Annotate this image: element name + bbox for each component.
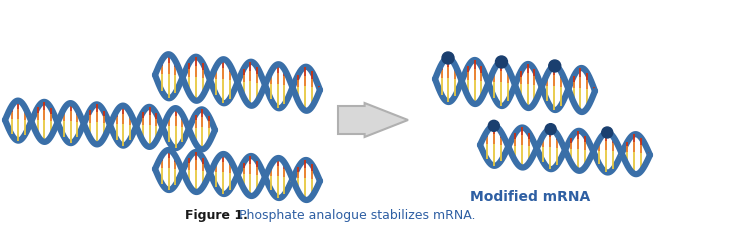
Text: Figure 1.: Figure 1. [185, 210, 248, 222]
Circle shape [495, 56, 508, 68]
Circle shape [545, 124, 556, 135]
Text: Phosphate analogue stabilizes mRNA.: Phosphate analogue stabilizes mRNA. [235, 210, 475, 222]
Circle shape [442, 52, 454, 64]
Polygon shape [338, 103, 408, 137]
Text: Modified mRNA: Modified mRNA [470, 190, 590, 204]
Circle shape [549, 60, 561, 72]
Circle shape [488, 120, 499, 131]
Circle shape [602, 127, 613, 138]
